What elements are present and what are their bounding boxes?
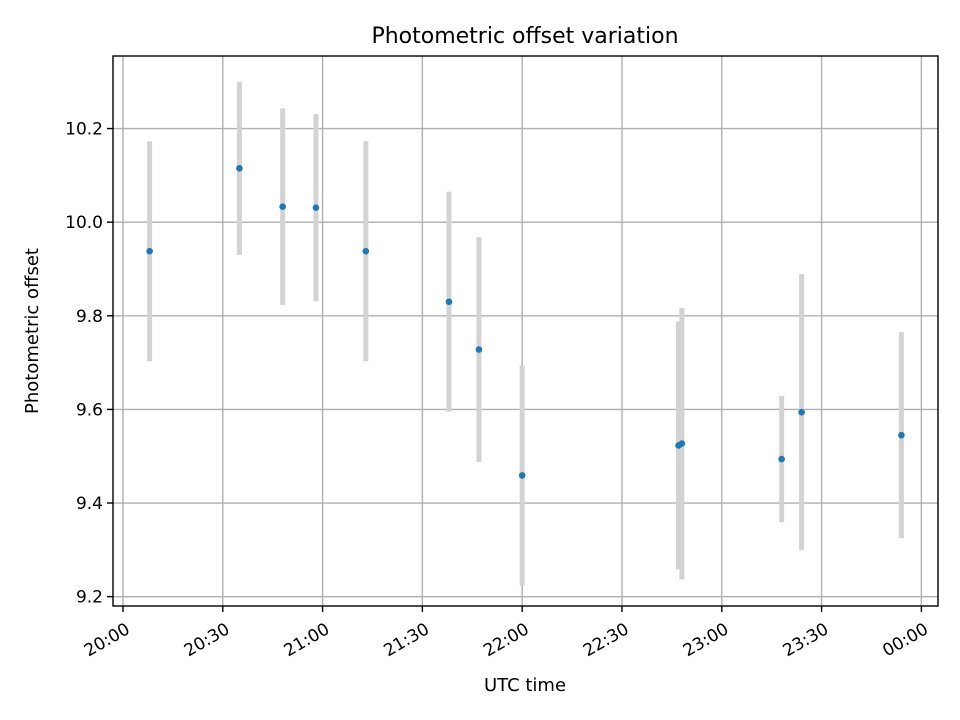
data-point <box>475 346 483 353</box>
data-point <box>778 455 785 463</box>
y-tick-label: 9.4 <box>76 494 103 514</box>
data-point <box>678 440 686 447</box>
data-point <box>146 247 153 255</box>
x-tick-label: 21:30 <box>380 619 432 661</box>
x-tick-label: 20:00 <box>81 619 133 661</box>
x-tick-label: 23:30 <box>780 619 832 661</box>
x-tick-label: 21:00 <box>281 619 333 661</box>
y-tick-label: 9.6 <box>76 400 103 420</box>
x-tick-label: 22:30 <box>580 619 632 661</box>
x-tick-label: 00:00 <box>879 619 931 661</box>
y-tick-label: 9.2 <box>76 588 103 608</box>
chart-title: Photometric offset variation <box>371 24 678 49</box>
data-point <box>798 408 805 416</box>
x-tick-label: 22:00 <box>480 619 532 661</box>
x-tick-label: 23:00 <box>680 619 732 661</box>
data-point <box>518 472 526 479</box>
data-point <box>362 247 370 255</box>
data-point <box>312 204 320 211</box>
error-bars <box>147 81 904 586</box>
data-point <box>445 298 453 306</box>
data-point <box>279 203 286 211</box>
y-axis-label: Photometric offset <box>22 248 43 414</box>
x-axis-label: UTC time <box>484 675 566 696</box>
y-tick-label: 10.0 <box>65 213 103 233</box>
grid <box>113 56 938 606</box>
y-tick-label: 9.8 <box>76 307 103 327</box>
y-tick-label: 10.2 <box>65 120 103 140</box>
x-tick-label: 20:30 <box>181 619 233 661</box>
plot-frame <box>112 55 939 607</box>
data-points <box>146 165 905 479</box>
data-point <box>898 431 905 439</box>
data-point <box>236 165 243 172</box>
